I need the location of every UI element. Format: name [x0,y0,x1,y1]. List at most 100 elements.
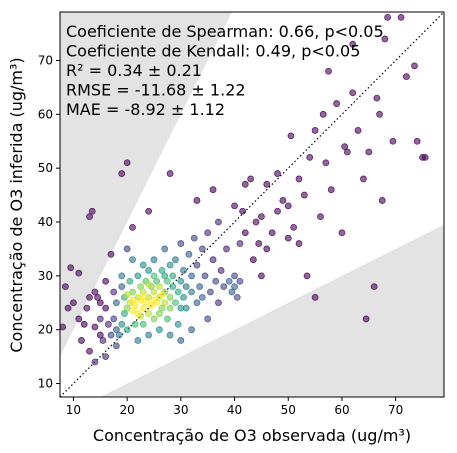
data-point [343,148,351,156]
data-point [257,272,265,280]
y-tick-label: 30 [38,269,53,283]
data-point [150,288,158,296]
data-point [327,186,335,194]
data-point [158,304,166,312]
data-point [287,132,295,140]
data-point [306,153,314,161]
data-point [137,283,144,291]
data-point [220,283,228,291]
data-point [182,283,190,291]
data-point [139,261,147,269]
data-point [421,153,429,161]
y-tick-label: 50 [38,161,53,175]
data-point [365,148,373,156]
data-point [349,89,357,97]
data-point [129,256,136,264]
data-point [91,323,99,331]
data-point [91,288,99,296]
data-point [249,256,257,264]
data-point [155,326,163,334]
data-point [172,256,179,264]
y-tick-label: 40 [38,215,53,229]
data-point [349,40,357,48]
data-point [166,304,174,312]
x-tick-label: 60 [334,403,349,417]
data-point [155,310,163,317]
x-tick-label: 10 [66,403,81,417]
data-point [147,302,155,309]
data-point [274,207,281,215]
data-point [188,288,195,296]
data-point [78,337,85,344]
data-point [389,137,397,145]
y-tick-label: 20 [38,323,53,337]
data-point [169,272,177,280]
data-point [145,331,153,339]
data-point [102,277,110,285]
data-point [67,264,75,272]
data-point [96,315,104,323]
data-point [112,342,120,350]
data-point [123,291,131,299]
data-point [370,283,378,291]
data-point [319,110,327,118]
data-point [131,320,139,328]
data-point [88,207,96,215]
data-point [139,320,147,328]
data-point [155,283,163,291]
stats-annotation-line: RMSE = -11.68 ± 1.22 [66,81,246,100]
data-point [325,67,332,75]
data-point [177,337,185,344]
data-point [86,213,93,221]
data-point [403,73,410,81]
data-point [239,207,247,215]
data-point [317,213,324,221]
x-tick-label: 50 [281,403,296,417]
data-point [341,143,349,151]
data-point [129,288,136,296]
data-point [75,269,83,277]
data-point [161,245,169,253]
x-tick-label: 40 [227,403,242,417]
stats-annotation-line: Coeficiente de Kendall: 0.49, p<0.05 [66,42,360,61]
data-point [311,293,319,301]
data-point [118,170,126,177]
data-point [169,283,177,291]
data-point [196,283,204,291]
data-point [123,159,131,167]
data-point [185,250,193,258]
data-point [231,202,238,210]
data-point [180,267,187,274]
data-point [378,197,386,204]
data-point [177,304,185,312]
data-point [102,353,110,361]
data-point [129,223,136,231]
data-point [338,229,346,237]
identity-diagonal [60,12,444,397]
data-point [290,223,298,231]
y-tick-label: 70 [38,53,53,67]
x-axis-ticks: 10 20 30 40 50 60 70 [66,397,403,417]
data-point [360,175,367,183]
data-point [188,272,195,280]
data-point [107,250,115,258]
data-point [177,277,185,285]
data-point [190,234,198,242]
data-point [236,240,244,247]
data-point [86,293,93,301]
data-point [150,256,158,264]
data-point [354,127,362,134]
data-point [134,310,142,317]
data-point [193,197,201,204]
data-point [333,100,340,107]
data-point [300,191,308,199]
x-axis-label: Concentração de O3 observada (ug/m³) [93,426,411,445]
data-point [166,331,174,339]
data-point [241,180,249,188]
data-point [123,304,131,312]
data-point [150,296,158,304]
data-point [177,240,185,247]
data-point [139,293,147,301]
data-point [164,277,171,285]
tolerance-bands [60,12,444,397]
